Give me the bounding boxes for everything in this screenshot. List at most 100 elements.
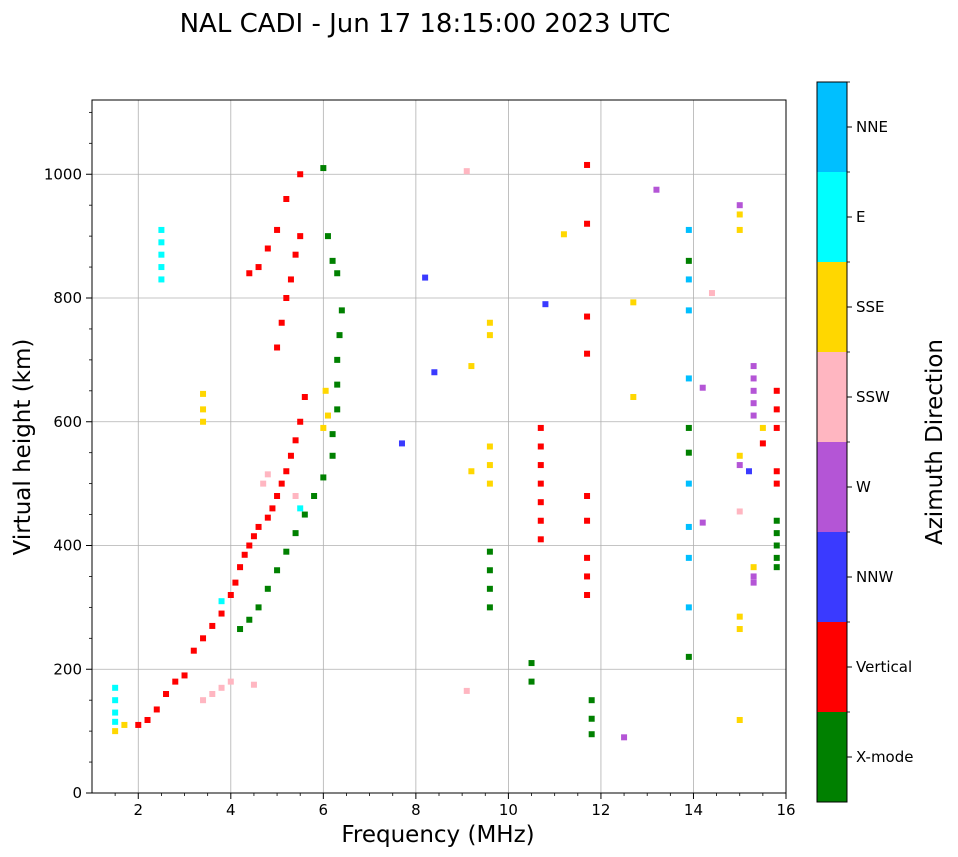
data-point: [528, 660, 535, 667]
data-point: [112, 718, 119, 725]
colorbar-tick-label: NNW: [856, 568, 893, 586]
data-point: [209, 622, 216, 629]
x-tick-label: 16: [776, 801, 795, 819]
y-tick-label: 600: [53, 413, 82, 431]
data-point: [708, 290, 715, 297]
data-point: [486, 462, 493, 469]
data-point: [158, 226, 165, 233]
data-point: [537, 443, 544, 450]
data-point: [255, 264, 262, 271]
data-point: [158, 239, 165, 246]
colorbar-tick-label: W: [856, 478, 871, 496]
data-point: [190, 647, 197, 654]
chart-title: NAL CADI - Jun 17 18:15:00 2023 UTC: [180, 9, 671, 39]
data-point: [121, 721, 128, 728]
data-point: [750, 573, 757, 580]
data-point: [324, 233, 331, 240]
data-point: [292, 251, 299, 258]
data-point: [264, 471, 271, 478]
data-point: [200, 697, 207, 704]
data-point: [468, 363, 475, 370]
plot-area: 2 4 6 8 10 12 14 16 0 200 400 600 800 1000: [44, 99, 796, 819]
data-point: [750, 412, 757, 419]
data-point: [773, 406, 780, 413]
data-point: [486, 480, 493, 487]
colorbar-tick-label: NNE: [856, 118, 888, 136]
data-point: [560, 231, 567, 238]
data-point: [200, 635, 207, 642]
data-point: [200, 390, 207, 397]
x-tick-label: 14: [684, 801, 703, 819]
data-point: [292, 437, 299, 444]
data-point: [773, 424, 780, 431]
data-point: [163, 691, 170, 697]
data-point: [297, 233, 304, 240]
x-tick-label: 2: [133, 801, 143, 819]
data-point: [112, 697, 119, 704]
data-point: [320, 424, 327, 431]
data-point: [736, 452, 743, 459]
data-point: [584, 350, 591, 357]
data-point: [486, 567, 493, 574]
data-point: [486, 585, 493, 592]
data-point: [324, 412, 331, 419]
data-point: [297, 505, 304, 512]
data-point: [463, 168, 470, 175]
data-point: [750, 375, 757, 382]
colorbar-swatch: [817, 172, 847, 262]
data-point: [278, 480, 285, 487]
data-point: [264, 514, 271, 521]
data-point: [431, 369, 438, 376]
data-point: [685, 449, 692, 456]
y-axis-label: Virtual height (km): [10, 339, 36, 556]
data-point: [329, 452, 336, 459]
data-point: [486, 319, 493, 326]
y-tick-label: 1000: [44, 165, 82, 183]
data-point: [685, 480, 692, 487]
data-point: [773, 387, 780, 394]
data-point: [422, 274, 429, 281]
data-point: [329, 431, 336, 438]
data-point: [334, 406, 341, 413]
data-point: [736, 613, 743, 620]
data-point: [537, 480, 544, 487]
data-point: [773, 554, 780, 561]
data-point: [200, 406, 207, 413]
data-point: [112, 709, 119, 716]
data-point: [685, 226, 692, 233]
x-tick-label: 12: [591, 801, 610, 819]
data-point: [218, 610, 225, 617]
data-point: [773, 530, 780, 537]
data-point: [584, 220, 591, 227]
colorbar-swatch: [817, 712, 847, 802]
data-point: [218, 684, 225, 691]
colorbar-tick-label: Vertical: [856, 658, 912, 676]
data-point: [329, 257, 336, 264]
data-point: [685, 257, 692, 264]
colorbar-tick-label: E: [856, 208, 865, 226]
colorbar-tick-label: SSE: [856, 298, 885, 316]
x-axis-label: Frequency (MHz): [341, 822, 534, 848]
data-point: [537, 424, 544, 431]
data-point: [112, 684, 119, 691]
data-point: [584, 554, 591, 561]
data-point: [736, 462, 743, 469]
data-point: [274, 344, 281, 351]
data-point: [537, 462, 544, 469]
colorbar-label: Azimuth Direction: [922, 339, 948, 545]
data-point: [537, 536, 544, 543]
data-point: [158, 251, 165, 258]
data-point: [334, 381, 341, 388]
data-point: [685, 424, 692, 431]
data-points: [112, 161, 780, 741]
data-point: [773, 517, 780, 524]
data-point: [297, 171, 304, 178]
data-point: [334, 270, 341, 277]
data-point: [301, 511, 308, 518]
data-point: [773, 542, 780, 549]
data-point: [246, 270, 253, 277]
data-point: [542, 301, 549, 308]
data-point: [287, 276, 294, 283]
y-tick-label: 800: [53, 289, 82, 307]
